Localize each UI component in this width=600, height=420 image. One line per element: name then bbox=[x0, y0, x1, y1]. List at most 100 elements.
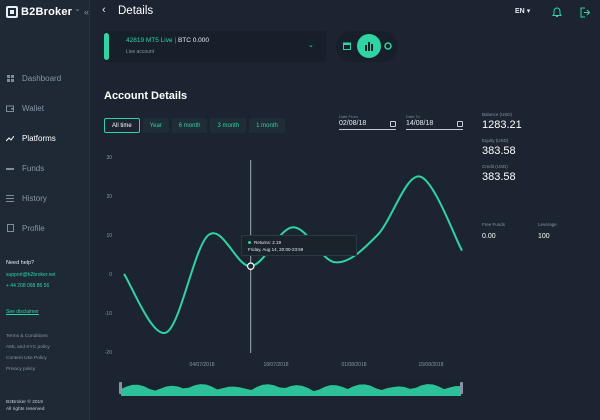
funds-icon bbox=[6, 164, 14, 172]
navigator-area bbox=[121, 384, 461, 396]
chevron-down-icon: ▾ bbox=[526, 8, 531, 15]
filter-year[interactable]: Year bbox=[142, 118, 169, 133]
series-dot-icon bbox=[248, 241, 251, 245]
date-from-underline bbox=[339, 129, 396, 130]
series-line bbox=[123, 175, 463, 334]
y-tick-label: 0 bbox=[109, 272, 112, 278]
account-selector[interactable]: 42819 MT5 Live | BTC 0.000 Live account … bbox=[104, 31, 326, 62]
collapse-sidebar-icon[interactable]: « bbox=[84, 7, 90, 17]
account-separator: | bbox=[174, 37, 177, 44]
account-summary: 42819 MT5 Live | BTC 0.000 bbox=[126, 37, 209, 44]
date-from-field[interactable]: Date From 02/08/18 bbox=[339, 114, 396, 130]
equity-value: 383.58 bbox=[482, 145, 516, 157]
navigator-handle-right[interactable] bbox=[460, 382, 463, 394]
settings-view-icon[interactable] bbox=[381, 39, 395, 53]
calendar-icon[interactable] bbox=[457, 121, 463, 127]
sidebar-item-label: History bbox=[22, 193, 47, 203]
credit-value: 383.58 bbox=[482, 171, 516, 183]
chevron-down-icon: ⌄ bbox=[308, 42, 314, 49]
wallet-icon bbox=[6, 104, 14, 112]
sidebar-item-history[interactable]: History bbox=[0, 183, 90, 213]
account-type: Live account bbox=[126, 49, 155, 55]
sidebar-item-platforms[interactable]: Platforms bbox=[0, 123, 90, 153]
chart-line-icon bbox=[6, 134, 14, 142]
logout-icon[interactable] bbox=[580, 5, 591, 18]
period-filters: All time Year 6 month 3 month 1 month bbox=[104, 118, 285, 133]
back-arrow-icon[interactable]: ‹ bbox=[102, 4, 106, 16]
page-title: Details bbox=[118, 5, 154, 17]
leverage: Leverage 100 bbox=[538, 222, 557, 240]
returns-chart[interactable]: 30 20 10 0 -10 -20 04/07/2018 18/07/2018 01/08/2… bbox=[90, 140, 480, 400]
sidebar-item-wallet[interactable]: Wallet bbox=[0, 93, 90, 123]
content-policy-link[interactable]: Content Use Policy bbox=[6, 356, 47, 361]
navigator-handle-left[interactable] bbox=[119, 382, 122, 394]
sidebar-item-label: Platforms bbox=[22, 133, 56, 143]
filter-6-month[interactable]: 6 month bbox=[171, 118, 208, 133]
account-balance: BTC 0.000 bbox=[177, 37, 210, 44]
logo-text: B2Broker bbox=[21, 6, 73, 18]
x-tick-label: 04/07/2018 bbox=[189, 362, 214, 368]
privacy-policy-link[interactable]: Privacy policy bbox=[6, 367, 36, 372]
sidebar-item-label: Wallet bbox=[22, 103, 44, 113]
y-tick-label: 20 bbox=[106, 194, 112, 200]
disclaimer-link[interactable]: See disclaimer bbox=[6, 309, 39, 315]
x-tick-label: 18/07/2018 bbox=[263, 362, 288, 368]
leverage-label: Leverage bbox=[538, 222, 557, 227]
free-funds-value: 0.00 bbox=[482, 233, 496, 240]
terms-link[interactable]: Terms & Conditions bbox=[6, 334, 48, 339]
aml-kyc-link[interactable]: AML and KYC policy bbox=[6, 345, 50, 350]
date-to-field[interactable]: Date To 14/08/18 bbox=[406, 114, 463, 130]
sidebar-item-dashboard[interactable]: Dashboard bbox=[0, 63, 90, 93]
sidebar-item-label: Profile bbox=[22, 223, 45, 233]
date-from-label: Date From bbox=[339, 114, 358, 119]
legal-links: Terms & Conditions AML and KYC policy Co… bbox=[6, 334, 50, 378]
support-email-link[interactable]: support@b2broker.net bbox=[6, 272, 56, 278]
credit-label: Credit (USD) bbox=[482, 164, 508, 169]
free-funds-label: Free Funds bbox=[482, 222, 506, 227]
support-phone-link[interactable]: + 44 208 068 86 56 bbox=[6, 283, 50, 289]
y-tick-label: -20 bbox=[105, 350, 112, 356]
sidebar-item-label: Dashboard bbox=[22, 73, 62, 83]
calendar-icon[interactable] bbox=[390, 121, 396, 127]
filter-3-month[interactable]: 3 month bbox=[210, 118, 247, 133]
tooltip-returns: Returns: 2.19 bbox=[248, 239, 350, 246]
filter-1-month[interactable]: 1 month bbox=[249, 118, 285, 133]
sidebar-item-label: Funds bbox=[22, 163, 45, 173]
sidebar-nav: Dashboard Wallet Platforms Funds bbox=[0, 63, 90, 243]
free-funds: Free Funds 0.00 bbox=[482, 222, 505, 240]
tooltip-date: Friday, Aug 14, 20:00-23:59 bbox=[248, 247, 304, 252]
view-toolbar bbox=[336, 31, 398, 62]
filter-all-time[interactable]: All time bbox=[104, 118, 140, 133]
y-tick-label: 10 bbox=[106, 233, 112, 239]
logo-trademark: ™ bbox=[75, 8, 80, 13]
chart-view-icon[interactable] bbox=[357, 34, 381, 58]
language-selector[interactable]: EN ▾ bbox=[515, 7, 530, 15]
logo[interactable]: B2Broker ™ bbox=[6, 6, 79, 18]
sidebar-item-funds[interactable]: Funds bbox=[0, 153, 90, 183]
sidebar-item-profile[interactable]: Profile bbox=[0, 213, 90, 243]
balance-label: Balance (USD) bbox=[482, 112, 513, 117]
language-value: EN bbox=[515, 8, 525, 15]
highlighted-point bbox=[246, 262, 255, 271]
account-status-indicator bbox=[104, 33, 109, 60]
account-number: 42819 MT5 Live bbox=[126, 37, 173, 44]
account-stats: Balance (USD) 1283.21 Equity (USD) 383.5… bbox=[482, 112, 592, 240]
date-to-underline bbox=[406, 129, 463, 130]
topbar: ‹ Details EN ▾ bbox=[90, 0, 600, 24]
balance-value: 1283.21 bbox=[482, 119, 522, 131]
date-to-value: 14/08/18 bbox=[406, 120, 434, 127]
tooltip-returns-text: Returns: 2.19 bbox=[254, 240, 282, 245]
sidebar: B2Broker ™ « Dashboard Wallet Pla bbox=[0, 0, 90, 420]
logo-icon bbox=[6, 6, 18, 18]
chart-tooltip: Returns: 2.19 Friday, Aug 14, 20:00-23:5… bbox=[241, 235, 357, 256]
user-icon bbox=[6, 224, 14, 232]
calendar-view-icon[interactable] bbox=[340, 39, 354, 53]
section-title: Account Details bbox=[104, 90, 188, 102]
date-from-value: 02/08/18 bbox=[339, 120, 367, 127]
help-title: Need help? bbox=[6, 260, 35, 266]
copyright-line: B2Broker © 2019 bbox=[6, 400, 43, 405]
equity-label: Equity (USD) bbox=[482, 138, 509, 143]
bell-icon[interactable] bbox=[552, 5, 562, 17]
copyright-rights: All rights reserved bbox=[6, 407, 45, 412]
